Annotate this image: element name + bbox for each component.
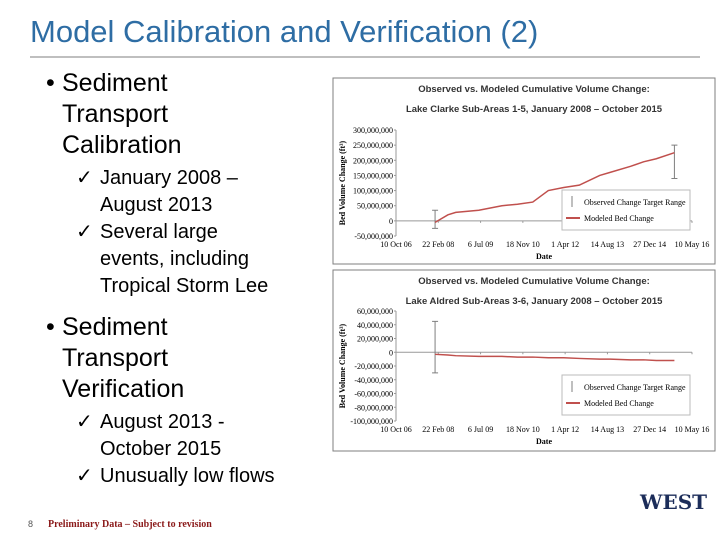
x-tick-label: 14 Aug 13 [591,425,624,434]
y-tick-label: -60,000,000 [354,390,393,399]
y-tick-label: -80,000,000 [354,403,393,412]
chart-title: Observed vs. Modeled Cumulative Volume C… [418,84,650,95]
bullets: Sediment Transport Calibration January 2… [46,68,326,502]
modeled-line [435,353,675,362]
sub-bullet: Unusually low flows [46,463,285,490]
x-tick-label: 27 Dec 14 [633,240,666,249]
y-tick-label: 200,000,000 [353,156,393,165]
x-axis-label: Date [536,437,552,446]
y-tick-label: 50,000,000 [357,202,393,211]
sub-list: August 2013 - October 2015 Unusually low… [46,409,326,490]
y-tick-label: 60,000,000 [357,307,393,316]
x-tick-label: 6 Jul 09 [468,240,493,249]
y-tick-label: 150,000,000 [353,171,393,180]
legend-label: Observed Change Target Range [584,198,686,207]
page-number: 8 [28,519,34,529]
x-tick-label: 10 Oct 06 [380,240,412,249]
chart-title: Observed vs. Modeled Cumulative Volume C… [418,276,650,287]
target-range [671,144,678,179]
y-axis-label: Bed Volume Change (ft³) [338,140,347,225]
x-axis-label: Date [536,252,552,261]
bullet: Sediment Transport Calibration [46,68,212,161]
legend-box [561,374,691,416]
y-tick-label: -20,000,000 [354,362,393,371]
legend-label: Modeled Bed Change [584,399,654,408]
sub-list: January 2008 – August 2013 Several large… [46,165,326,300]
chart-frame [332,77,716,265]
footer: Preliminary Data – Subject to revision [48,519,212,530]
chart-subtitle: Lake Aldred Sub-Areas 3-6, January 2008 … [406,296,664,307]
y-tick-label: 100,000,000 [353,187,393,196]
x-tick-label: 1 Apr 12 [551,425,579,434]
y-tick-label: 0 [389,217,393,226]
target-range [432,209,439,229]
x-tick-label: 14 Aug 13 [591,240,624,249]
x-tick-label: 22 Feb 08 [422,240,454,249]
x-tick-label: 18 Nov 10 [506,240,540,249]
y-tick-label: 0 [389,348,393,357]
target-range [432,320,439,374]
x-tick-label: 10 May 16 [675,240,710,249]
legend-label: Observed Change Target Range [584,383,686,392]
x-tick-label: 1 Apr 12 [551,240,579,249]
sub-bullet: Several large events, including Tropical… [46,219,285,300]
modeled-line [434,152,675,224]
legend-box [561,189,691,231]
legend-label: Modeled Bed Change [584,214,654,223]
logo: WEST [640,490,708,514]
y-tick-label: 40,000,000 [357,321,393,330]
y-tick-label: 300,000,000 [353,126,393,135]
y-tick-label: -40,000,000 [354,376,393,385]
y-tick-label: 20,000,000 [357,335,393,344]
sub-bullet: January 2008 – August 2013 [46,165,285,219]
chart-subtitle: Lake Clarke Sub-Areas 1-5, January 2008 … [406,104,663,115]
y-tick-label: -100,000,000 [350,417,393,426]
x-tick-label: 10 Oct 06 [380,425,412,434]
y-tick-label: -50,000,000 [354,232,393,241]
sub-bullet: August 2013 - October 2015 [46,409,285,463]
slide-title: Model Calibration and Verification (2) [30,14,539,49]
x-tick-label: 27 Dec 14 [633,425,666,434]
x-tick-label: 10 May 16 [675,425,710,434]
x-tick-label: 18 Nov 10 [506,425,540,434]
y-tick-label: 250,000,000 [353,141,393,150]
x-tick-label: 22 Feb 08 [422,425,454,434]
y-axis-label: Bed Volume Change (ft³) [338,323,347,408]
x-tick-label: 6 Jul 09 [468,425,493,434]
bullet: Sediment Transport Verification [46,312,212,405]
